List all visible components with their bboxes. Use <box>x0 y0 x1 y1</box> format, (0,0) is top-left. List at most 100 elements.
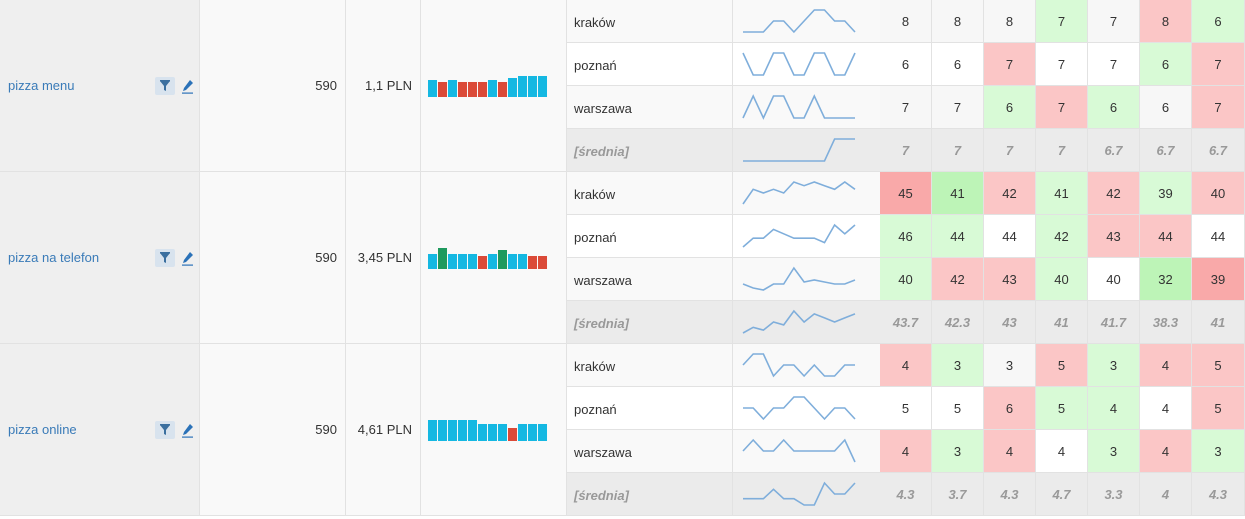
position-value: 3.3 <box>1088 473 1140 516</box>
filter-button[interactable] <box>155 421 175 439</box>
position-value: 5 <box>1192 387 1245 430</box>
sparkline-path <box>742 94 855 120</box>
search-volume-cell: 590 <box>200 172 346 344</box>
position-value: 8 <box>984 0 1036 43</box>
trend-bar <box>458 82 467 97</box>
position-value: 40 <box>1192 172 1245 215</box>
keyword-block: pizza online 590 4,61 PLN kraków 4 3 3 5 3 4 5 pozn… <box>0 344 1245 516</box>
sparkline <box>733 86 881 129</box>
position-value: 7 <box>932 86 984 129</box>
sparkline-path <box>743 481 856 506</box>
position-value: 44 <box>984 215 1036 258</box>
sparkline-path <box>742 223 856 248</box>
position-value: 44 <box>1140 215 1192 258</box>
trend-bar <box>458 254 467 269</box>
trend-bar <box>538 256 547 269</box>
sparkline-path <box>742 438 856 463</box>
position-value: 43 <box>1088 215 1140 258</box>
city-row: kraków 4 3 3 5 3 4 5 <box>567 344 1245 387</box>
city-name: warszawa <box>567 258 733 301</box>
city-row: poznań 5 5 6 5 4 4 5 <box>567 387 1245 430</box>
trend-bar-chart <box>428 420 548 441</box>
sparkline <box>733 172 881 215</box>
keyword-link[interactable]: pizza online <box>8 422 77 437</box>
trend-bar <box>478 256 487 269</box>
position-value: 8 <box>932 0 984 43</box>
position-value: 3 <box>984 344 1036 387</box>
keyword-block: pizza menu 590 1,1 PLN kraków 8 8 8 7 7 8 6 poznań 6… <box>0 0 1245 172</box>
trend-bar <box>478 82 487 97</box>
sparkline <box>733 129 881 172</box>
position-value: 4 <box>880 344 932 387</box>
keyword-link[interactable]: pizza na telefon <box>8 250 100 265</box>
position-value: 44 <box>932 215 984 258</box>
position-value: 7 <box>880 129 932 172</box>
position-value: 42.3 <box>932 301 984 344</box>
search-volume: 590 <box>315 250 337 265</box>
city-row: warszawa 7 7 6 7 6 6 7 <box>567 86 1245 129</box>
trend-bar <box>498 250 507 269</box>
filter-icon <box>160 80 170 91</box>
sparkline-chart <box>743 9 856 34</box>
pencil-icon <box>182 80 193 94</box>
city-name: warszawa <box>567 86 733 129</box>
position-value: 3 <box>932 430 984 473</box>
trend-bar <box>428 80 437 97</box>
trend-cell <box>421 0 567 172</box>
city-row: warszawa 4 3 4 4 3 4 3 <box>567 430 1245 473</box>
position-value: 5 <box>1192 344 1245 387</box>
position-value: 41 <box>932 172 984 215</box>
position-value: 7 <box>984 43 1036 86</box>
trend-bar <box>438 248 447 269</box>
position-value: 7 <box>1036 43 1088 86</box>
search-volume: 590 <box>315 78 337 93</box>
position-value: 6 <box>984 387 1036 430</box>
sparkline <box>733 215 881 258</box>
trend-bar <box>488 254 497 269</box>
city-name: poznań <box>567 215 733 258</box>
trend-bar <box>508 78 517 97</box>
trend-bar <box>438 82 447 97</box>
sparkline-chart <box>742 309 856 334</box>
trend-bar <box>528 424 537 441</box>
position-value: 43 <box>984 258 1036 301</box>
keyword-link[interactable]: pizza menu <box>8 78 75 93</box>
filter-icon <box>160 252 170 263</box>
cpc-value: 1,1 PLN <box>365 78 412 93</box>
edit-button[interactable] <box>181 251 195 267</box>
edit-button[interactable] <box>181 423 195 439</box>
sparkline <box>733 430 881 473</box>
city-row: kraków 8 8 8 7 7 8 6 <box>567 0 1245 43</box>
city-name: poznań <box>567 387 733 430</box>
sparkline-chart <box>742 266 856 291</box>
trend-bar <box>498 82 507 97</box>
city-row: warszawa 40 42 43 40 40 32 39 <box>567 258 1245 301</box>
pencil-icon <box>182 424 193 438</box>
search-volume-cell: 590 <box>200 344 346 516</box>
filter-button[interactable] <box>155 77 175 95</box>
trend-bar <box>428 254 437 269</box>
filter-button[interactable] <box>155 249 175 267</box>
average-label: [średnia] <box>567 473 733 516</box>
position-value: 40 <box>1036 258 1088 301</box>
sparkline-chart <box>742 353 855 378</box>
cpc-value: 3,45 PLN <box>357 250 412 265</box>
sparkline <box>733 387 881 430</box>
trend-bar <box>508 428 517 441</box>
trend-bar <box>528 76 537 97</box>
trend-bar <box>448 80 457 97</box>
trend-bar <box>528 256 537 269</box>
trend-bar <box>518 254 527 269</box>
edit-button[interactable] <box>181 79 195 95</box>
position-value: 4 <box>1140 344 1192 387</box>
position-value: 5 <box>1036 387 1088 430</box>
position-value: 42 <box>984 172 1036 215</box>
position-value: 42 <box>932 258 984 301</box>
sparkline-path <box>742 266 856 291</box>
position-value: 3.7 <box>932 473 984 516</box>
keyword-cell: pizza online <box>0 344 200 516</box>
cpc-value: 4,61 PLN <box>357 422 412 437</box>
sparkline-path <box>742 52 856 76</box>
position-value: 8 <box>880 0 932 43</box>
trend-bar <box>538 76 547 97</box>
